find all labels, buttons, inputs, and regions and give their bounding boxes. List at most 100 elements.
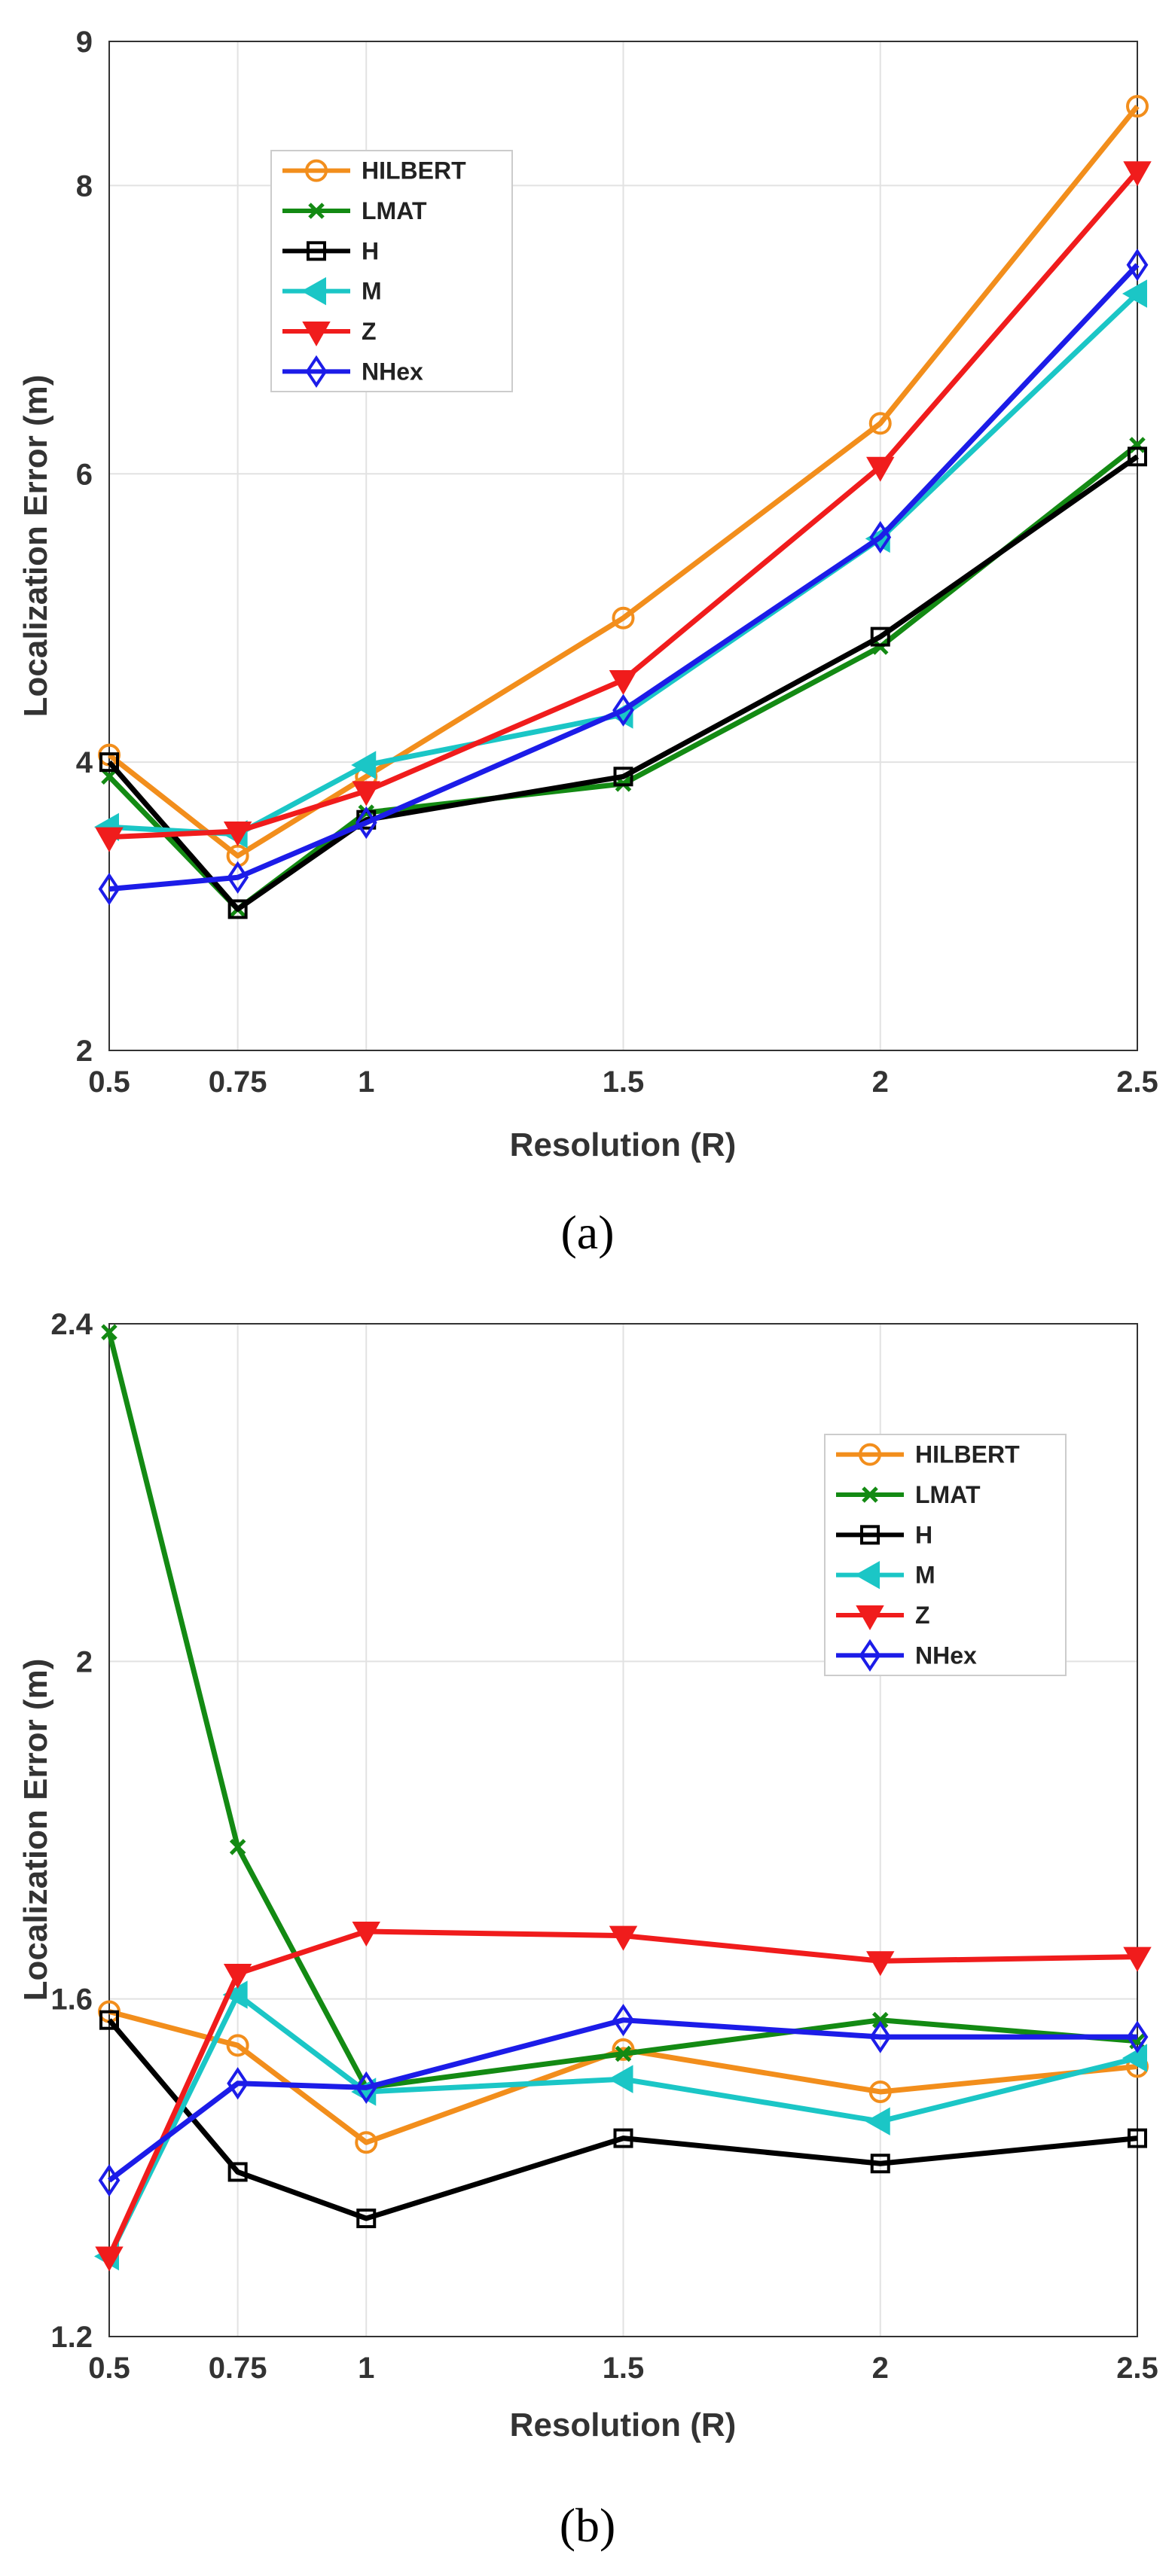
series-line-nhex xyxy=(107,2017,1137,2183)
legend-item-h: H xyxy=(282,237,379,264)
y-tick-label: 8 xyxy=(76,169,93,203)
series-line-z xyxy=(106,1928,1138,2257)
x-tick-label: 1.5 xyxy=(603,2352,645,2385)
legend-marker xyxy=(859,1639,881,1672)
chart-panel-b: 0.5 0.75 1 1.5 2 2.5 1.2 1.6 2 2.4 HILBERT LMAT HMZ… xyxy=(17,1308,1158,2552)
legend-label: Z xyxy=(362,318,377,345)
legend-label: NHex xyxy=(915,1642,977,1669)
x-tick-label: 1.5 xyxy=(603,1065,645,1099)
x-tick-label: 2 xyxy=(872,2352,889,2385)
x-tick-label: 0.5 xyxy=(88,1065,130,1099)
data-point-lmat xyxy=(101,1324,118,1340)
data-point-lmat xyxy=(871,2011,889,2029)
legend-marker xyxy=(302,322,331,347)
legend-item-m: M xyxy=(282,276,382,306)
series-line-h xyxy=(107,2018,1138,2221)
data-point-z xyxy=(95,827,124,852)
series-h xyxy=(99,447,1147,919)
caption-b: (b) xyxy=(560,2498,616,2552)
legend-item-z: Z xyxy=(282,318,377,347)
legend-item-lmat: LMAT xyxy=(282,197,427,224)
legend-label: HILBERT xyxy=(915,1441,1020,1468)
plot-area-b xyxy=(108,1323,1138,2337)
legend-item-z: Z xyxy=(836,1602,930,1631)
x-tick-label: 1 xyxy=(358,2352,374,2385)
y-tick-label: 2.4 xyxy=(50,1308,93,1341)
data-point-m xyxy=(865,2107,890,2135)
legend-item-nhex: NHex xyxy=(836,1639,977,1672)
legend-label: LMAT xyxy=(362,197,427,224)
x-tick-label: 1 xyxy=(358,1065,374,1099)
legend-label: H xyxy=(362,237,379,264)
series-layer-b xyxy=(93,1324,1152,2272)
x-tick-label: 2.5 xyxy=(1116,1065,1158,1099)
data-point-m xyxy=(1122,2044,1147,2072)
series-nhex xyxy=(98,248,1149,906)
legend-box xyxy=(270,150,513,392)
data-point-hilbert xyxy=(868,412,892,435)
data-point-z xyxy=(1123,1946,1152,1972)
data-point-z xyxy=(609,670,638,696)
data-point-h xyxy=(1128,2128,1147,2148)
x-tick-label: 0.5 xyxy=(88,2352,130,2385)
caption-a: (a) xyxy=(560,1206,614,1259)
legend-item-nhex: NHex xyxy=(282,355,423,388)
y-axis-label-a: Localization Error (m) xyxy=(17,375,54,718)
y-tick-label: 6 xyxy=(76,458,93,491)
data-point-nhex xyxy=(355,2071,377,2104)
legend-marker xyxy=(862,1486,878,1503)
data-point-m xyxy=(608,2065,633,2093)
legend-marker xyxy=(301,276,326,306)
data-point-h xyxy=(613,2128,633,2148)
data-point-lmat xyxy=(871,639,889,655)
data-point-nhex xyxy=(227,2067,249,2100)
data-point-nhex xyxy=(98,872,121,906)
legend-item-h: H xyxy=(836,1521,932,1548)
series-line-nhex xyxy=(108,263,1140,892)
legend-marker xyxy=(305,355,328,388)
legend-marker xyxy=(856,1605,884,1631)
data-point-h xyxy=(227,2162,248,2182)
legend-marker xyxy=(860,1525,880,1545)
data-point-nhex xyxy=(612,694,634,727)
legend-item-hilbert: HILBERT xyxy=(282,157,466,184)
data-point-h xyxy=(227,899,248,919)
y-tick-label: 2 xyxy=(76,1035,93,1068)
data-point-hilbert xyxy=(226,2034,249,2057)
ticks-a: 0.5 0.75 1 1.5 2 2.5 2 4 6 8 9 xyxy=(76,26,1158,1099)
data-point-lmat xyxy=(615,2045,632,2062)
data-point-nhex xyxy=(227,861,249,894)
data-point-nhex xyxy=(1126,248,1149,282)
legend-marker xyxy=(307,241,326,261)
data-point-z xyxy=(1123,161,1152,187)
x-tick-label: 2.5 xyxy=(1116,2352,1158,2385)
plot-area-a xyxy=(108,41,1138,1051)
data-point-hilbert xyxy=(612,606,635,630)
data-point-z xyxy=(223,1964,252,1989)
data-point-nhex xyxy=(612,2004,634,2037)
data-point-z xyxy=(95,2246,124,2272)
data-point-hilbert xyxy=(355,2131,378,2154)
data-point-nhex xyxy=(869,520,892,554)
data-point-z xyxy=(223,822,252,847)
data-point-lmat xyxy=(101,768,118,785)
data-point-h xyxy=(613,767,633,787)
data-point-h xyxy=(870,2154,890,2174)
series-z xyxy=(95,161,1152,852)
y-tick-label: 1.6 xyxy=(50,1983,93,2017)
data-point-h xyxy=(870,626,890,647)
ticks-b: 0.5 0.75 1 1.5 2 2.5 1.2 1.6 2 2.4 xyxy=(50,1308,1158,2385)
series-line-h xyxy=(107,454,1140,912)
data-point-h xyxy=(99,2010,119,2030)
legend-label: M xyxy=(915,1562,935,1589)
series-z xyxy=(95,1922,1152,2272)
y-tick-label: 1.2 xyxy=(50,2321,93,2354)
legend-item-lmat: LMAT xyxy=(836,1481,981,1508)
legend-label: LMAT xyxy=(915,1481,981,1508)
data-point-nhex xyxy=(98,2164,121,2197)
series-m xyxy=(93,1980,1147,2271)
x-tick-label: 2 xyxy=(872,1065,889,1099)
series-line-z xyxy=(108,169,1140,840)
